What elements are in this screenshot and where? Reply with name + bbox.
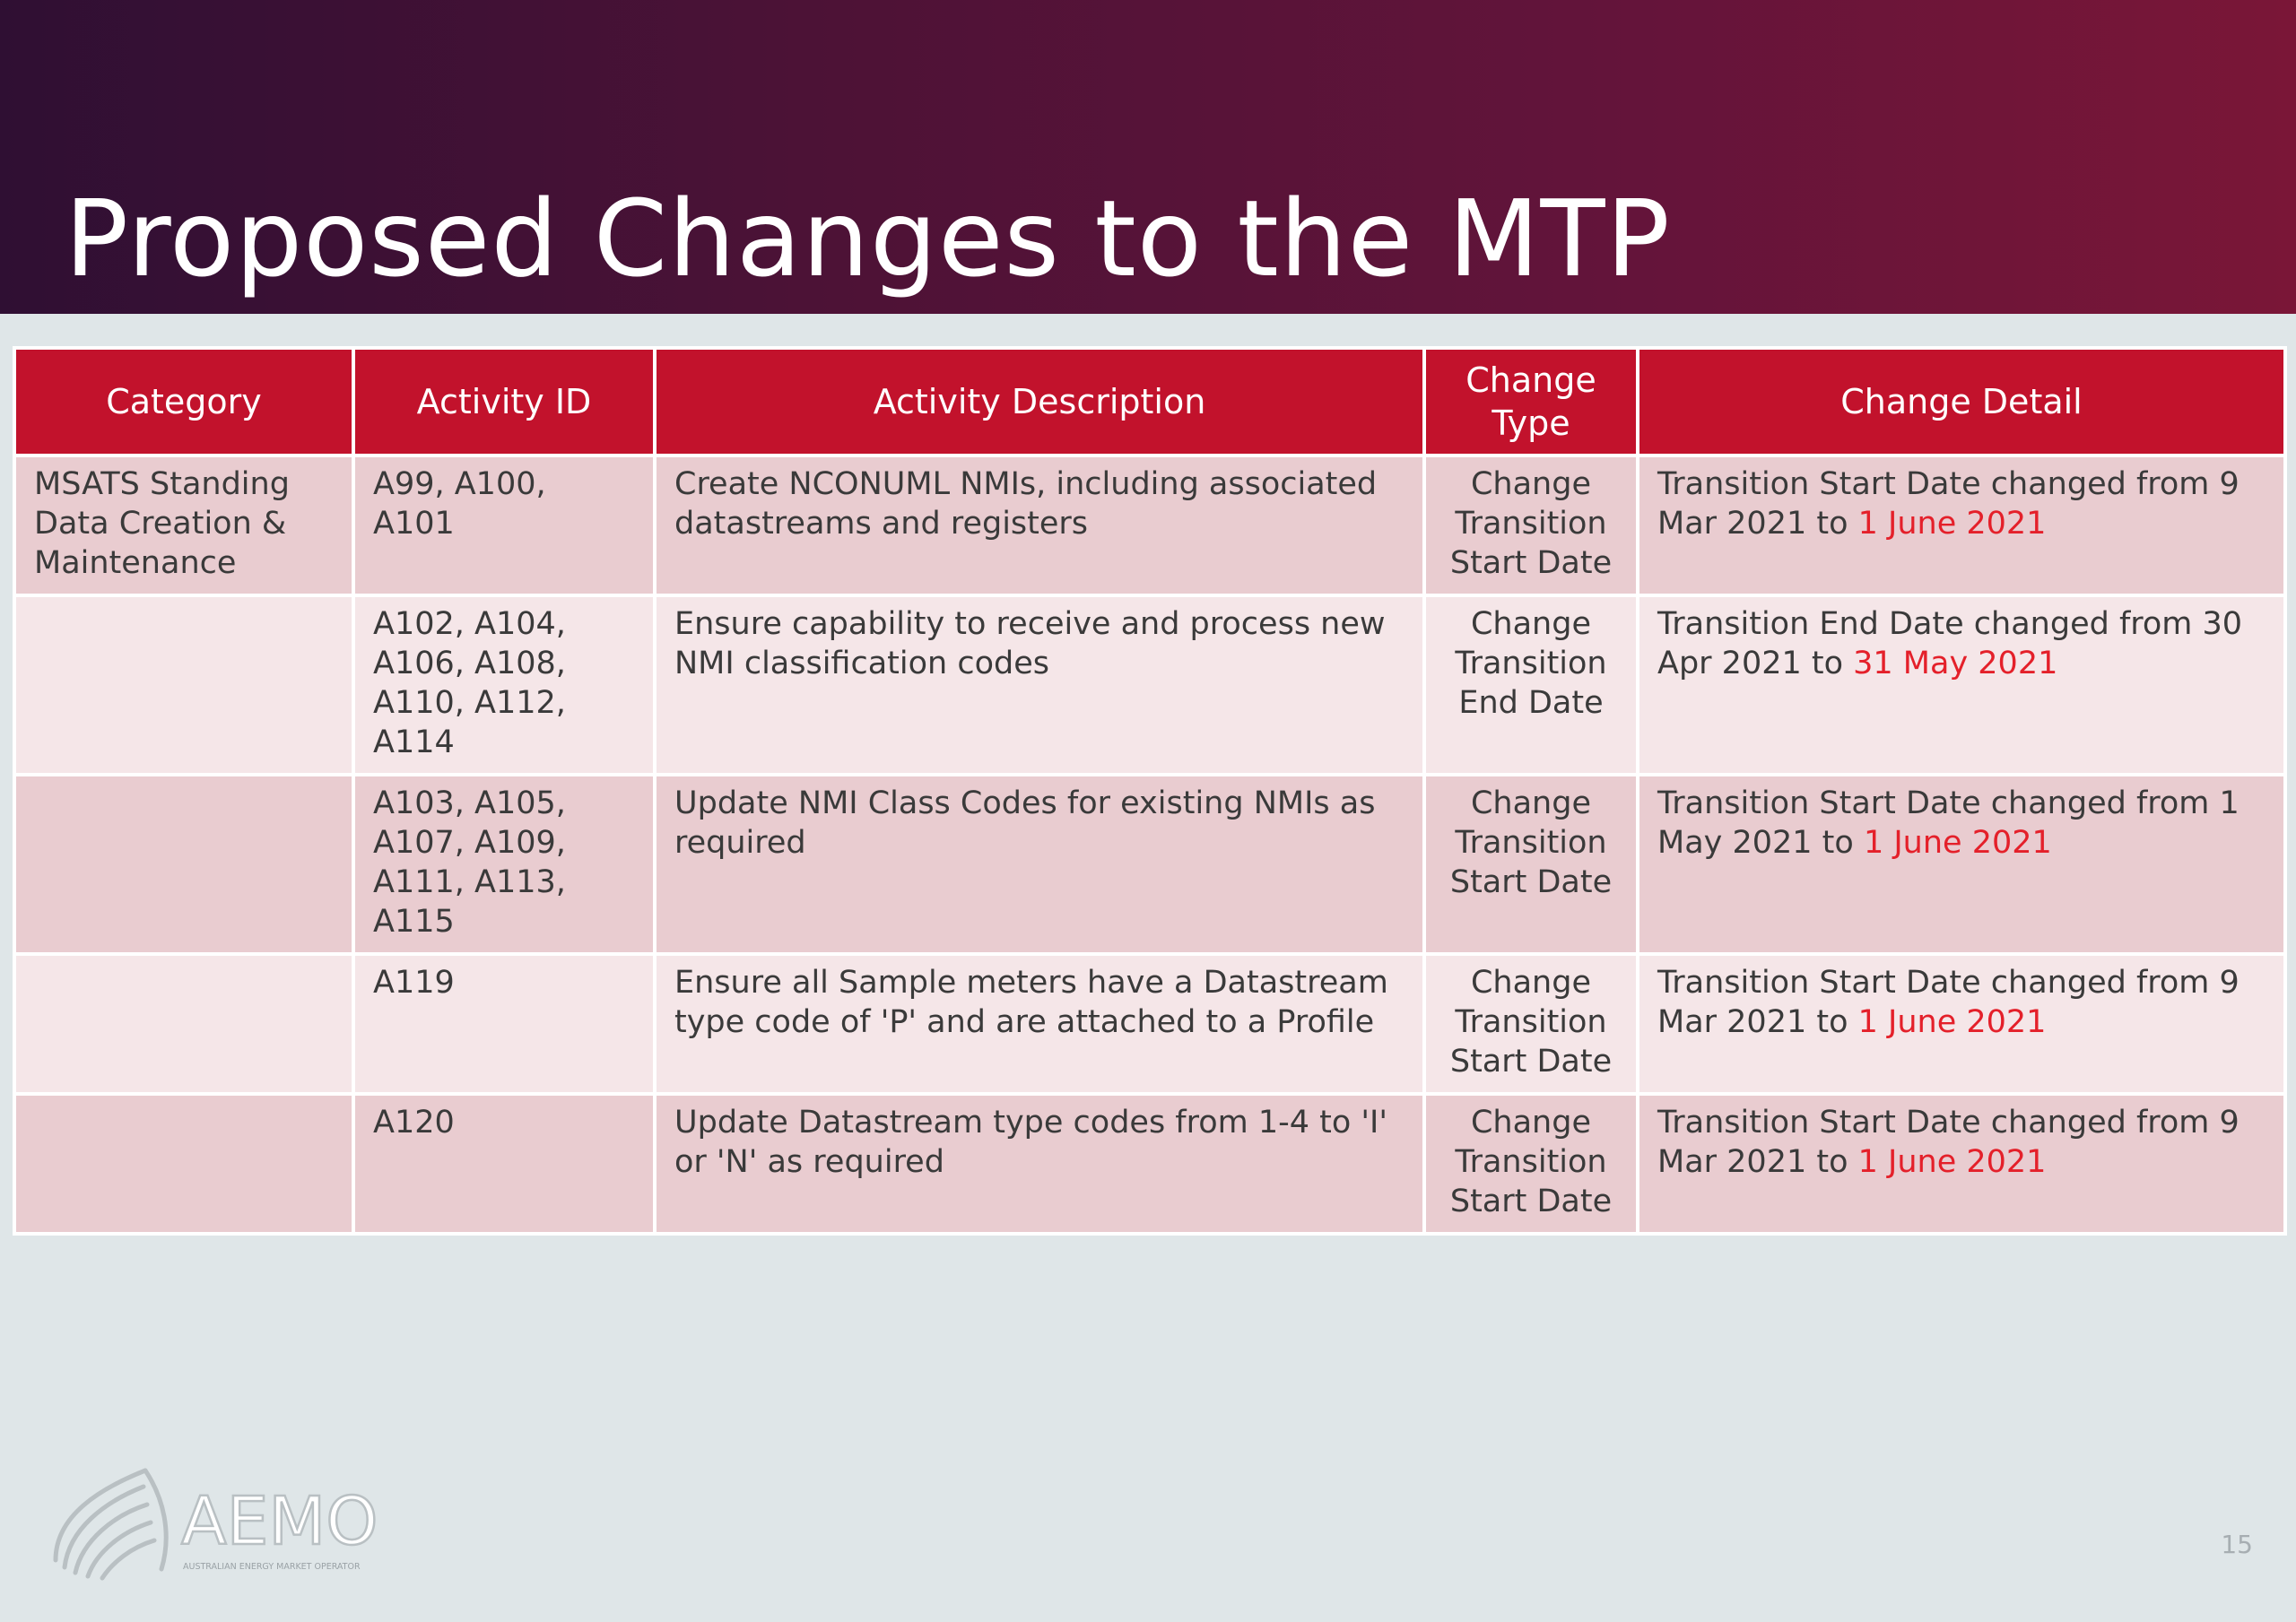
table-row: A102, A104, A106, A108, A110, A112, A114… xyxy=(13,594,2287,776)
aemo-logo: AEMO AUSTRALIAN ENERGY MARKET OPERATOR xyxy=(38,1462,379,1583)
new-date-highlight: 1 June 2021 xyxy=(1857,1004,2047,1040)
table-row: MSATS Standing Data Creation & Maintenan… xyxy=(13,454,2287,597)
activity-id-cell: A102, A104, A106, A108, A110, A112, A114 xyxy=(352,594,657,776)
changes-table: Category Activity ID Activity Descriptio… xyxy=(13,346,2287,1236)
new-date-highlight: 31 May 2021 xyxy=(1853,646,2058,681)
change-detail-cell: Transition Start Date changed from 9 Mar… xyxy=(1636,1092,2287,1236)
category-cell xyxy=(13,1092,355,1236)
new-date-highlight: 1 June 2021 xyxy=(1857,1144,2047,1180)
activity-description-cell: Ensure capability to receive and process… xyxy=(653,594,1426,776)
column-header-activity-description: Activity Description xyxy=(653,346,1426,457)
column-header-change-detail: Change Detail xyxy=(1636,346,2287,457)
activity-description-cell: Create NCONUML NMIs, including associate… xyxy=(653,454,1426,597)
change-type-cell: Change Transition Start Date xyxy=(1422,454,1639,597)
change-detail-text: Transition Start Date changed from 9 Mar… xyxy=(1657,965,2239,1040)
change-detail-cell: Transition Start Date changed from 9 Mar… xyxy=(1636,952,2287,1096)
table-row: A103, A105, A107, A109, A111, A113, A115… xyxy=(13,773,2287,956)
page-title: Proposed Changes to the MTP xyxy=(65,177,1671,300)
column-header-activity-id: Activity ID xyxy=(352,346,657,457)
change-detail-text: Transition Start Date changed from 9 Mar… xyxy=(1657,466,2239,542)
activity-id-cell: A103, A105, A107, A109, A111, A113, A115 xyxy=(352,773,657,956)
change-type-cell: Change Transition Start Date xyxy=(1422,952,1639,1096)
change-detail-cell: Transition Start Date changed from 9 Mar… xyxy=(1636,454,2287,597)
page-number: 15 xyxy=(2221,1530,2253,1559)
change-type-cell: Change Transition Start Date xyxy=(1422,1092,1639,1236)
table-row: A120 Update Datastream type codes from 1… xyxy=(13,1092,2287,1236)
change-type-cell: Change Transition End Date xyxy=(1422,594,1639,776)
column-header-change-type: Change Type xyxy=(1422,346,1639,457)
aemo-logo-graphic: AEMO AUSTRALIAN ENERGY MARKET OPERATOR xyxy=(53,1468,379,1581)
change-detail-text: Transition Start Date changed from 1 May… xyxy=(1657,785,2239,861)
aemo-wordmark: AEMO xyxy=(181,1483,378,1560)
change-detail-cell: Transition End Date changed from 30 Apr … xyxy=(1636,594,2287,776)
activity-description-cell: Update Datastream type codes from 1-4 to… xyxy=(653,1092,1426,1236)
change-detail-text: Transition Start Date changed from 9 Mar… xyxy=(1657,1105,2239,1180)
table-header-row: Category Activity ID Activity Descriptio… xyxy=(13,346,2287,457)
category-cell: MSATS Standing Data Creation & Maintenan… xyxy=(13,454,355,597)
change-detail-cell: Transition Start Date changed from 1 May… xyxy=(1636,773,2287,956)
aemo-swoosh-icon xyxy=(53,1468,169,1581)
activity-description-cell: Ensure all Sample meters have a Datastre… xyxy=(653,952,1426,1096)
column-header-category: Category xyxy=(13,346,355,457)
new-date-highlight: 1 June 2021 xyxy=(1857,506,2047,542)
aemo-tagline: AUSTRALIAN ENERGY MARKET OPERATOR xyxy=(183,1562,361,1572)
category-cell xyxy=(13,952,355,1096)
new-date-highlight: 1 June 2021 xyxy=(1863,825,2052,861)
category-cell xyxy=(13,773,355,956)
category-cell xyxy=(13,594,355,776)
table-row: A119 Ensure all Sample meters have a Dat… xyxy=(13,952,2287,1096)
activity-description-cell: Update NMI Class Codes for existing NMIs… xyxy=(653,773,1426,956)
activity-id-cell: A119 xyxy=(352,952,657,1096)
activity-id-cell: A120 xyxy=(352,1092,657,1236)
change-detail-text: Transition End Date changed from 30 Apr … xyxy=(1657,606,2243,681)
title-banner: Proposed Changes to the MTP xyxy=(0,0,2296,314)
changes-table-container: Category Activity ID Activity Descriptio… xyxy=(13,346,2287,1236)
change-type-cell: Change Transition Start Date xyxy=(1422,773,1639,956)
activity-id-cell: A99, A100, A101 xyxy=(352,454,657,597)
